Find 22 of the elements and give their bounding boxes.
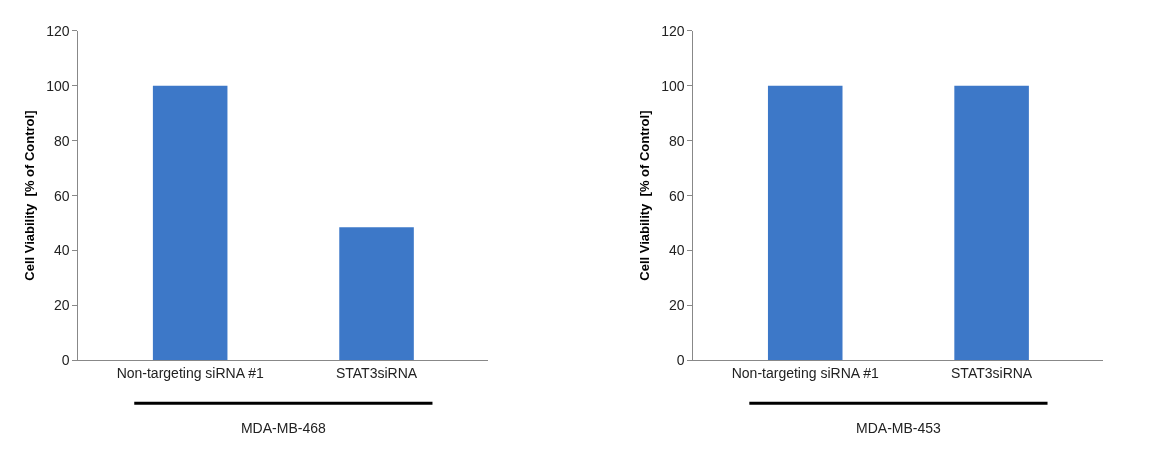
y-tick-label: 100 (46, 77, 70, 94)
y-tick-label: 120 (46, 22, 70, 39)
y-tick-label: 20 (669, 297, 685, 314)
x-tick-label: Non-targeting siRNA #1 (731, 365, 879, 382)
y-tick-label: 40 (53, 242, 70, 259)
y-tick-label: 0 (61, 352, 70, 369)
x-tick-label: STAT3siRNA (951, 365, 1033, 382)
y-tick-label: 20 (53, 297, 70, 314)
y-tick-label: 120 (661, 22, 685, 39)
y-tick-label: 60 (669, 187, 685, 204)
y-axis-title: Cell Viability [% of Control] (22, 110, 38, 281)
x-axis-title: MDA-MB-468 (240, 419, 326, 436)
y-tick-label: 80 (669, 132, 685, 149)
x-axis-title: MDA-MB-453 (856, 419, 942, 436)
y-axis-title: Cell Viability [% of Control] (637, 110, 653, 281)
y-tick-label: 40 (669, 242, 685, 259)
x-tick-label: Non-targeting siRNA #1 (116, 365, 264, 382)
y-tick-label: 0 (676, 352, 685, 369)
y-tick-label: 60 (53, 187, 70, 204)
x-tick-label: STAT3siRNA (335, 365, 418, 382)
y-tick-label: 100 (661, 77, 685, 94)
y-tick-label: 80 (53, 132, 70, 149)
